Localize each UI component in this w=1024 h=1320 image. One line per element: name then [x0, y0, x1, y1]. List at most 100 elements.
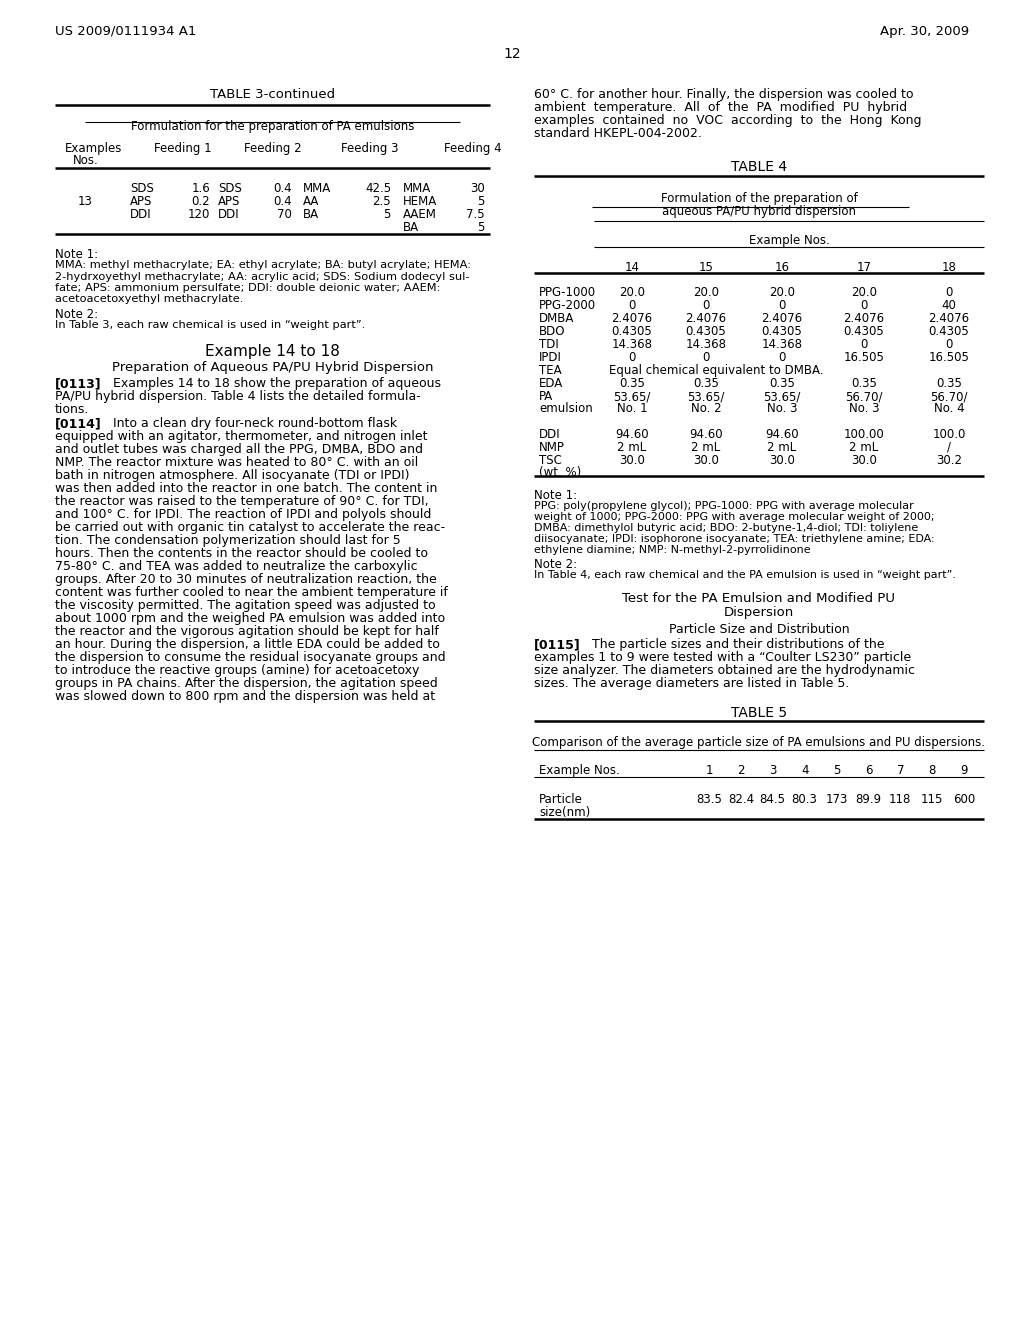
Text: No. 1: No. 1: [616, 403, 647, 414]
Text: the reactor was raised to the temperature of 90° C. for TDI,: the reactor was raised to the temperatur…: [55, 495, 429, 508]
Text: 120: 120: [187, 209, 210, 220]
Text: 2.4076: 2.4076: [611, 312, 652, 325]
Text: 53.65/: 53.65/: [613, 389, 650, 403]
Text: 89.9: 89.9: [855, 793, 882, 807]
Text: 94.60: 94.60: [765, 428, 799, 441]
Text: 14: 14: [625, 261, 640, 275]
Text: 2.4076: 2.4076: [685, 312, 727, 325]
Text: 0.4305: 0.4305: [929, 325, 970, 338]
Text: 20.0: 20.0: [618, 286, 645, 300]
Text: 0.4305: 0.4305: [844, 325, 885, 338]
Text: 2: 2: [737, 764, 744, 777]
Text: MMA: MMA: [303, 182, 331, 195]
Text: size(nm): size(nm): [539, 807, 590, 818]
Text: 9: 9: [961, 764, 968, 777]
Text: ethylene diamine; NMP: N-methyl-2-pyrrolidinone: ethylene diamine; NMP: N-methyl-2-pyrrol…: [534, 545, 811, 554]
Text: BA: BA: [303, 209, 319, 220]
Text: 0.35: 0.35: [693, 378, 719, 389]
Text: an hour. During the dispersion, a little EDA could be added to: an hour. During the dispersion, a little…: [55, 638, 440, 651]
Text: 30.2: 30.2: [936, 454, 962, 467]
Text: was slowed down to 800 rpm and the dispersion was held at: was slowed down to 800 rpm and the dispe…: [55, 690, 435, 704]
Text: EDA: EDA: [539, 378, 563, 389]
Text: TABLE 5: TABLE 5: [731, 706, 787, 719]
Text: No. 4: No. 4: [934, 403, 965, 414]
Text: diisocyanate; IPDI: isophorone isocyanate; TEA: triethylene amine; EDA:: diisocyanate; IPDI: isophorone isocyanat…: [534, 535, 935, 544]
Text: BDO: BDO: [539, 325, 565, 338]
Text: 0.2: 0.2: [191, 195, 210, 209]
Text: 2.4076: 2.4076: [844, 312, 885, 325]
Text: Feeding 1: Feeding 1: [155, 143, 212, 154]
Text: aqueous PA/PU hybrid dispersion: aqueous PA/PU hybrid dispersion: [662, 205, 856, 218]
Text: 118: 118: [889, 793, 911, 807]
Text: 0.4305: 0.4305: [611, 325, 652, 338]
Text: 16: 16: [774, 261, 790, 275]
Text: HEMA: HEMA: [403, 195, 437, 209]
Text: NMP. The reactor mixture was heated to 80° C. with an oil: NMP. The reactor mixture was heated to 8…: [55, 455, 418, 469]
Text: DMBA: DMBA: [539, 312, 574, 325]
Text: 173: 173: [825, 793, 848, 807]
Text: 5: 5: [384, 209, 391, 220]
Text: 80.3: 80.3: [792, 793, 817, 807]
Text: content was further cooled to near the ambient temperature if: content was further cooled to near the a…: [55, 586, 447, 599]
Text: Particle Size and Distribution: Particle Size and Distribution: [669, 623, 849, 636]
Text: 82.4: 82.4: [728, 793, 754, 807]
Text: 20.0: 20.0: [769, 286, 795, 300]
Text: 94.60: 94.60: [615, 428, 649, 441]
Text: 56.70/: 56.70/: [930, 389, 968, 403]
Text: hours. Then the contents in the reactor should be cooled to: hours. Then the contents in the reactor …: [55, 546, 428, 560]
Text: 0: 0: [702, 351, 710, 364]
Text: 1: 1: [706, 764, 713, 777]
Text: 0: 0: [629, 351, 636, 364]
Text: 600: 600: [953, 793, 975, 807]
Text: 0: 0: [778, 300, 785, 312]
Text: the dispersion to consume the residual isocyanate groups and: the dispersion to consume the residual i…: [55, 651, 445, 664]
Text: Example 14 to 18: Example 14 to 18: [205, 345, 340, 359]
Text: TDI: TDI: [539, 338, 559, 351]
Text: 115: 115: [921, 793, 943, 807]
Text: 0: 0: [860, 300, 867, 312]
Text: to introduce the reactive groups (amine) for acetoacetoxy: to introduce the reactive groups (amine)…: [55, 664, 420, 677]
Text: standard HKEPL-004-2002.: standard HKEPL-004-2002.: [534, 127, 701, 140]
Text: acetoacetoxyethyl methacrylate.: acetoacetoxyethyl methacrylate.: [55, 294, 244, 305]
Text: Feeding 4: Feeding 4: [444, 143, 502, 154]
Text: was then added into the reactor in one batch. The content in: was then added into the reactor in one b…: [55, 482, 437, 495]
Text: TEA: TEA: [539, 364, 561, 378]
Text: 2.4076: 2.4076: [762, 312, 803, 325]
Text: 53.65/: 53.65/: [687, 389, 725, 403]
Text: 16.505: 16.505: [844, 351, 885, 364]
Text: 75-80° C. and TEA was added to neutralize the carboxylic: 75-80° C. and TEA was added to neutraliz…: [55, 560, 418, 573]
Text: 2.5: 2.5: [373, 195, 391, 209]
Text: about 1000 rpm and the weighed PA emulsion was added into: about 1000 rpm and the weighed PA emulsi…: [55, 612, 445, 624]
Text: Formulation of the preparation of: Formulation of the preparation of: [660, 191, 857, 205]
Text: ambient  temperature.  All  of  the  PA  modified  PU  hybrid: ambient temperature. All of the PA modif…: [534, 102, 907, 114]
Text: 8: 8: [929, 764, 936, 777]
Text: 94.60: 94.60: [689, 428, 723, 441]
Text: /: /: [947, 441, 951, 454]
Text: No. 2: No. 2: [690, 403, 721, 414]
Text: In Table 4, each raw chemical and the PA emulsion is used in “weight part”.: In Table 4, each raw chemical and the PA…: [534, 570, 956, 579]
Text: 0: 0: [945, 286, 952, 300]
Text: DMBA: dimethylol butyric acid; BDO: 2-butyne-1,4-diol; TDI: toliylene: DMBA: dimethylol butyric acid; BDO: 2-bu…: [534, 523, 919, 533]
Text: MMA: MMA: [403, 182, 431, 195]
Text: 15: 15: [698, 261, 714, 275]
Text: [0115]: [0115]: [534, 638, 581, 651]
Text: Note 1:: Note 1:: [534, 488, 578, 502]
Text: the viscosity permitted. The agitation speed was adjusted to: the viscosity permitted. The agitation s…: [55, 599, 435, 612]
Text: 14.368: 14.368: [611, 338, 652, 351]
Text: 40: 40: [941, 300, 956, 312]
Text: 17: 17: [856, 261, 871, 275]
Text: and 100° C. for IPDI. The reaction of IPDI and polyols should: and 100° C. for IPDI. The reaction of IP…: [55, 508, 431, 521]
Text: 2 mL: 2 mL: [691, 441, 721, 454]
Text: groups. After 20 to 30 minutes of neutralization reaction, the: groups. After 20 to 30 minutes of neutra…: [55, 573, 437, 586]
Text: Into a clean dry four-neck round-bottom flask: Into a clean dry four-neck round-bottom …: [101, 417, 397, 430]
Text: The particle sizes and their distributions of the: The particle sizes and their distributio…: [580, 638, 885, 651]
Text: 0.35: 0.35: [620, 378, 645, 389]
Text: Nos.: Nos.: [73, 154, 98, 168]
Text: 2.4076: 2.4076: [929, 312, 970, 325]
Text: weight of 1000; PPG-2000: PPG with average molecular weight of 2000;: weight of 1000; PPG-2000: PPG with avera…: [534, 512, 935, 521]
Text: No. 3: No. 3: [767, 403, 798, 414]
Text: 16.505: 16.505: [929, 351, 970, 364]
Text: Example Nos.: Example Nos.: [539, 764, 620, 777]
Text: 0: 0: [778, 351, 785, 364]
Text: TABLE 4: TABLE 4: [731, 160, 787, 174]
